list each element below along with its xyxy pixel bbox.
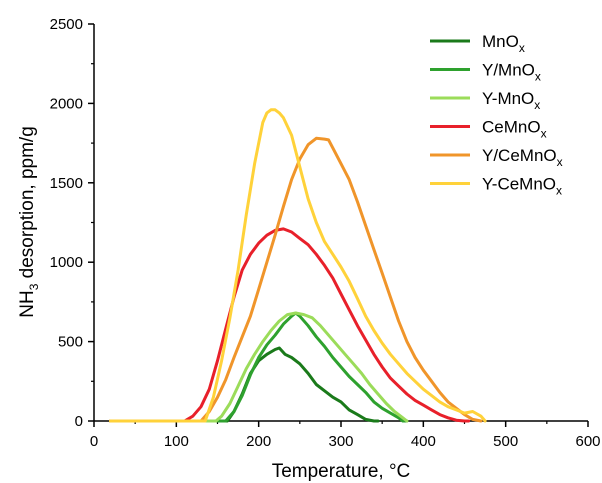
legend: MnOx Y/MnOx Y-MnOx CeMnOx Y/CeMnOx Y-CeMnOx [430,32,563,198]
series-line-y-mnox [109,311,409,423]
y-tick-label: 2000 [50,95,83,112]
x-tick-label: 0 [90,433,98,450]
legend-label-y-mnox: Y/MnOx [482,61,541,84]
y-tick-label: 1000 [50,254,83,271]
legend-label-cemnox: CeMnOx [482,118,547,141]
y-tick-label: 2500 [50,16,83,33]
y-tick-label: 500 [58,334,83,351]
series-layer [109,108,487,423]
series-line-mnox [109,346,380,423]
series-line-cemnox [109,227,471,423]
x-tick-label: 400 [411,433,436,450]
x-tick-label: 600 [575,433,600,450]
y-tick-label: 0 [75,413,83,430]
legend-label-y-mnox: Y-MnOx [482,89,540,112]
series-line-y-mnox [109,311,409,423]
series-line-y-cemnox [109,108,487,423]
axes: 0 100 200 300 400 500 600 0 500 1000 1500 2000 2500 [50,16,601,450]
y-axis-title: NH3 desorption, ppm/g [17,126,41,318]
y-tick-label: 1500 [50,175,83,192]
x-tick-label: 300 [328,433,353,450]
legend-label-y-cemnox: Y/CeMnOx [482,146,563,169]
x-axis-title: Temperature, °C [272,461,411,482]
legend-label-mnox: MnOx [482,32,525,55]
legend-label-y-cemnox: Y-CeMnOx [482,175,562,198]
x-tick-label: 100 [164,433,189,450]
x-tick-label: 500 [493,433,518,450]
x-tick-label: 200 [246,433,271,450]
series-line-y-cemnox [109,136,483,423]
